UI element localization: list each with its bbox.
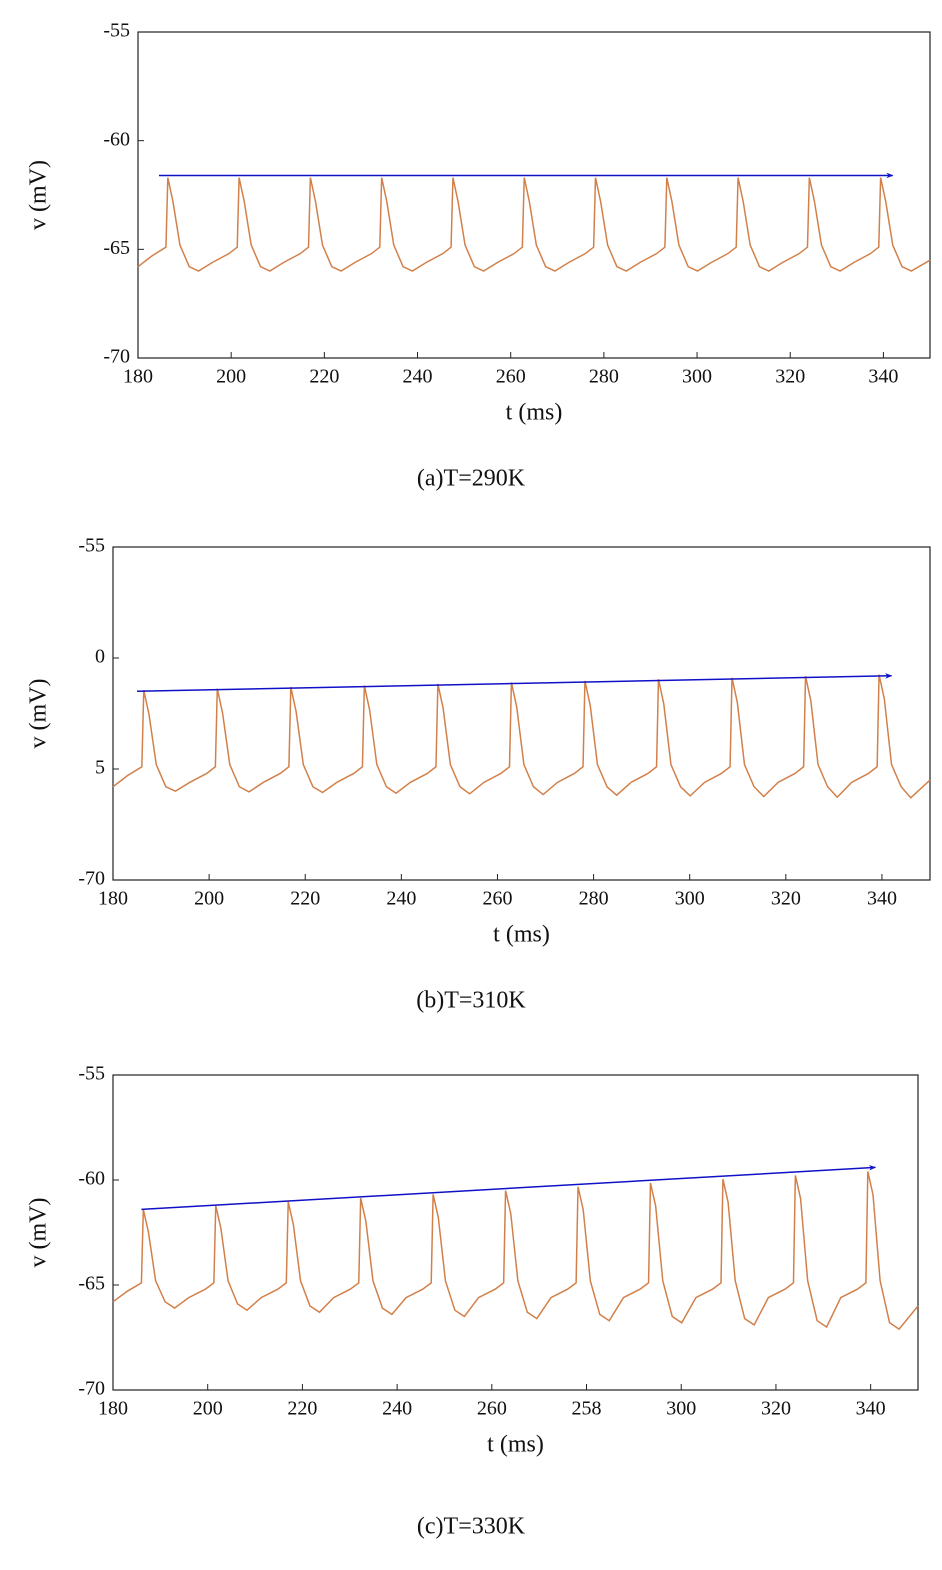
x-tick-label: 180 bbox=[98, 888, 128, 910]
y-tick-label: -60 bbox=[78, 1168, 105, 1190]
x-tick-label: 260 bbox=[477, 1398, 507, 1420]
y-tick-label: 0 bbox=[95, 646, 105, 668]
x-tick-label: 320 bbox=[775, 366, 805, 388]
x-tick-label: 280 bbox=[579, 888, 609, 910]
y-tick-label: -55 bbox=[78, 1063, 105, 1085]
x-tick-label: 258 bbox=[572, 1398, 602, 1420]
x-tick-label: 340 bbox=[856, 1398, 886, 1420]
panel-caption: (c)T=330K bbox=[417, 1514, 526, 1540]
trend-arrow bbox=[141, 1164, 877, 1211]
x-axis-label: t (ms) bbox=[487, 1432, 544, 1458]
trend-arrow bbox=[137, 673, 893, 693]
panel-caption: (b)T=310K bbox=[416, 988, 526, 1014]
x-tick-label: 300 bbox=[675, 888, 705, 910]
x-tick-label: 220 bbox=[290, 888, 320, 910]
y-tick-label: -65 bbox=[103, 237, 130, 259]
x-tick-label: 240 bbox=[386, 888, 416, 910]
x-tick-label: 240 bbox=[382, 1398, 412, 1420]
x-tick-label: 260 bbox=[496, 366, 526, 388]
voltage-trace bbox=[137, 177, 931, 272]
plot-frame bbox=[112, 546, 931, 881]
y-tick-label: -55 bbox=[103, 20, 130, 42]
y-axis-label: v (mV) bbox=[26, 679, 52, 749]
voltage-trace bbox=[112, 674, 931, 799]
y-tick-label: -70 bbox=[103, 346, 130, 368]
x-tick-label: 180 bbox=[123, 366, 153, 388]
panel-caption: (a)T=290K bbox=[417, 466, 526, 492]
x-axis-label: t (ms) bbox=[506, 400, 563, 426]
x-tick-label: 340 bbox=[868, 366, 898, 388]
y-axis-label: v (mV) bbox=[26, 160, 52, 230]
plot-frame bbox=[112, 1074, 919, 1391]
y-tick-label: 5 bbox=[95, 757, 105, 779]
x-axis-label: t (ms) bbox=[493, 922, 550, 948]
y-tick-label: -55 bbox=[78, 535, 105, 557]
x-tick-label: 280 bbox=[589, 366, 619, 388]
x-tick-label: 200 bbox=[193, 1398, 223, 1420]
x-tick-label: 320 bbox=[761, 1398, 791, 1420]
x-tick-label: 300 bbox=[682, 366, 712, 388]
x-tick-label: 200 bbox=[194, 888, 224, 910]
x-tick-label: 200 bbox=[216, 366, 246, 388]
x-tick-label: 320 bbox=[771, 888, 801, 910]
x-tick-label: 220 bbox=[287, 1398, 317, 1420]
x-tick-label: 180 bbox=[98, 1398, 128, 1420]
y-tick-label: -60 bbox=[103, 128, 130, 150]
y-axis-label: v (mV) bbox=[26, 1198, 52, 1268]
x-tick-label: 220 bbox=[309, 366, 339, 388]
x-tick-label: 340 bbox=[867, 888, 897, 910]
plot-frame bbox=[137, 31, 931, 359]
x-tick-label: 260 bbox=[482, 888, 512, 910]
y-tick-label: -70 bbox=[78, 868, 105, 890]
y-tick-label: -70 bbox=[78, 1378, 105, 1400]
x-tick-label: 240 bbox=[403, 366, 433, 388]
voltage-trace bbox=[112, 1171, 919, 1331]
y-tick-label: -65 bbox=[78, 1273, 105, 1295]
x-tick-label: 300 bbox=[666, 1398, 696, 1420]
